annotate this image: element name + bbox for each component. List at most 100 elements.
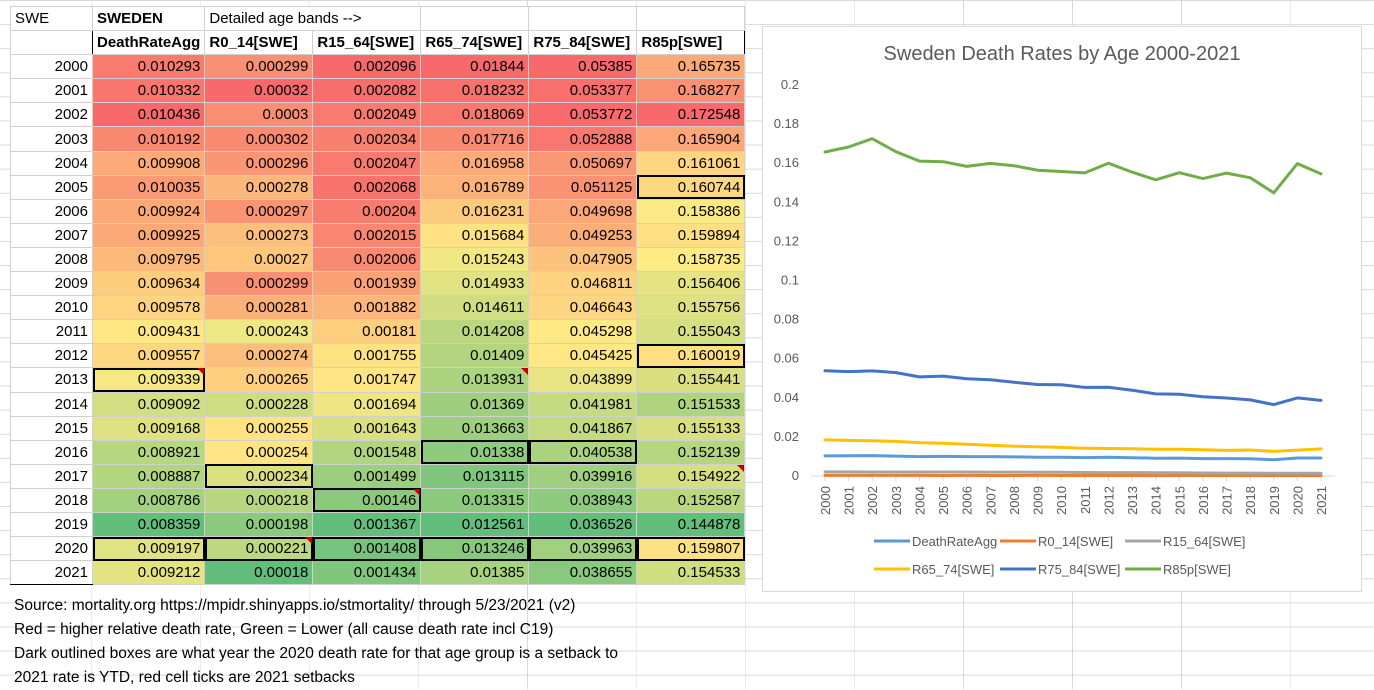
value-cell[interactable]: 0.000243 [205, 320, 313, 344]
value-cell[interactable]: 0.039963 [529, 537, 637, 561]
value-cell[interactable]: 0.158386 [637, 199, 745, 223]
value-cell[interactable]: 0.045298 [529, 320, 637, 344]
value-cell[interactable]: 0.046643 [529, 296, 637, 320]
value-cell[interactable]: 0.000296 [205, 151, 313, 175]
year-cell[interactable]: 2019 [11, 512, 93, 536]
value-cell[interactable]: 0.045425 [529, 344, 637, 368]
value-cell[interactable]: 0.016231 [421, 199, 529, 223]
value-cell[interactable]: 0.049253 [529, 223, 637, 247]
value-cell[interactable]: 0.00181 [313, 320, 421, 344]
value-cell[interactable]: 0.009212 [93, 561, 205, 585]
year-cell[interactable]: 2020 [11, 537, 93, 561]
value-cell[interactable]: 0.008887 [93, 464, 205, 488]
value-cell[interactable]: 0.014208 [421, 320, 529, 344]
value-cell[interactable]: 0.038655 [529, 561, 637, 585]
value-cell[interactable]: 0.156406 [637, 272, 745, 296]
value-cell[interactable]: 0.009168 [93, 416, 205, 440]
value-cell[interactable]: 0.018069 [421, 103, 529, 127]
value-cell[interactable]: 0.01385 [421, 561, 529, 585]
value-cell[interactable]: 0.155441 [637, 368, 745, 392]
value-cell[interactable]: 0.000254 [205, 440, 313, 464]
value-cell[interactable]: 0.001367 [313, 512, 421, 536]
value-cell[interactable]: 0.144878 [637, 512, 745, 536]
value-cell[interactable]: 0.043899 [529, 368, 637, 392]
year-cell[interactable]: 2011 [11, 320, 93, 344]
value-cell[interactable]: 0.000274 [205, 344, 313, 368]
value-cell[interactable]: 0.052888 [529, 127, 637, 151]
year-cell[interactable]: 2015 [11, 416, 93, 440]
value-cell[interactable]: 0.154922 [637, 464, 745, 488]
value-cell[interactable]: 0.152587 [637, 488, 745, 512]
value-cell[interactable]: 0.002015 [313, 223, 421, 247]
value-cell[interactable]: 0.009924 [93, 199, 205, 223]
value-cell[interactable]: 0.013315 [421, 488, 529, 512]
value-cell[interactable]: 0.161061 [637, 151, 745, 175]
year-cell[interactable]: 2005 [11, 175, 93, 199]
value-cell[interactable]: 0.002047 [313, 151, 421, 175]
value-cell[interactable]: 0.053377 [529, 79, 637, 103]
value-cell[interactable]: 0.01844 [421, 55, 529, 79]
value-cell[interactable]: 0.001939 [313, 272, 421, 296]
value-cell[interactable]: 0.001747 [313, 368, 421, 392]
value-cell[interactable]: 0.047905 [529, 247, 637, 271]
value-cell[interactable]: 0.00204 [313, 199, 421, 223]
value-cell[interactable]: 0.016789 [421, 175, 529, 199]
value-cell[interactable]: 0.001499 [313, 464, 421, 488]
value-cell[interactable]: 0.009925 [93, 223, 205, 247]
value-cell[interactable]: 0.002082 [313, 79, 421, 103]
value-cell[interactable]: 0.001882 [313, 296, 421, 320]
value-cell[interactable]: 0.000297 [205, 199, 313, 223]
band-note[interactable]: Detailed age bands --> [205, 7, 421, 31]
value-cell[interactable]: 0.172548 [637, 103, 745, 127]
value-cell[interactable]: 0.008359 [93, 512, 205, 536]
year-cell[interactable]: 2008 [11, 247, 93, 271]
data-table[interactable]: SWE SWEDEN Detailed age bands --> DeathR… [10, 6, 745, 585]
year-cell[interactable]: 2013 [11, 368, 93, 392]
year-cell[interactable]: 2002 [11, 103, 93, 127]
year-cell[interactable]: 2001 [11, 79, 93, 103]
value-cell[interactable]: 0.013246 [421, 537, 529, 561]
value-cell[interactable]: 0.155756 [637, 296, 745, 320]
value-cell[interactable]: 0.002068 [313, 175, 421, 199]
value-cell[interactable]: 0.002034 [313, 127, 421, 151]
value-cell[interactable]: 0.000273 [205, 223, 313, 247]
value-cell[interactable]: 0.00146 [313, 488, 421, 512]
value-cell[interactable]: 0.015684 [421, 223, 529, 247]
value-cell[interactable]: 0.018232 [421, 79, 529, 103]
value-cell[interactable]: 0.008786 [93, 488, 205, 512]
value-cell[interactable]: 0.010332 [93, 79, 205, 103]
year-cell[interactable]: 2016 [11, 440, 93, 464]
value-cell[interactable]: 0.009578 [93, 296, 205, 320]
value-cell[interactable]: 0.049698 [529, 199, 637, 223]
value-cell[interactable]: 0.009557 [93, 344, 205, 368]
note-source[interactable]: Source: mortality.org https://mpidr.shin… [14, 594, 618, 618]
value-cell[interactable]: 0.001408 [313, 537, 421, 561]
year-cell[interactable]: 2003 [11, 127, 93, 151]
value-cell[interactable]: 0.155133 [637, 416, 745, 440]
value-cell[interactable]: 0.01369 [421, 392, 529, 416]
value-cell[interactable]: 0.013115 [421, 464, 529, 488]
value-cell[interactable]: 0.000278 [205, 175, 313, 199]
value-cell[interactable]: 0.013663 [421, 416, 529, 440]
value-cell[interactable]: 0.010293 [93, 55, 205, 79]
value-cell[interactable]: 0.040538 [529, 440, 637, 464]
value-cell[interactable]: 0.036526 [529, 512, 637, 536]
value-cell[interactable]: 0.151533 [637, 392, 745, 416]
value-cell[interactable]: 0.168277 [637, 79, 745, 103]
value-cell[interactable]: 0.009634 [93, 272, 205, 296]
year-cell[interactable]: 2018 [11, 488, 93, 512]
value-cell[interactable]: 0.00018 [205, 561, 313, 585]
value-cell[interactable]: 0.000299 [205, 272, 313, 296]
value-cell[interactable]: 0.001434 [313, 561, 421, 585]
value-cell[interactable]: 0.00032 [205, 79, 313, 103]
column-header[interactable]: R15_64[SWE] [313, 31, 421, 55]
value-cell[interactable]: 0.001548 [313, 440, 421, 464]
value-cell[interactable]: 0.154533 [637, 561, 745, 585]
value-cell[interactable]: 0.000234 [205, 464, 313, 488]
value-cell[interactable]: 0.050697 [529, 151, 637, 175]
empty-cell[interactable] [529, 7, 637, 31]
value-cell[interactable]: 0.000255 [205, 416, 313, 440]
value-cell[interactable]: 0.001694 [313, 392, 421, 416]
value-cell[interactable]: 0.009795 [93, 247, 205, 271]
